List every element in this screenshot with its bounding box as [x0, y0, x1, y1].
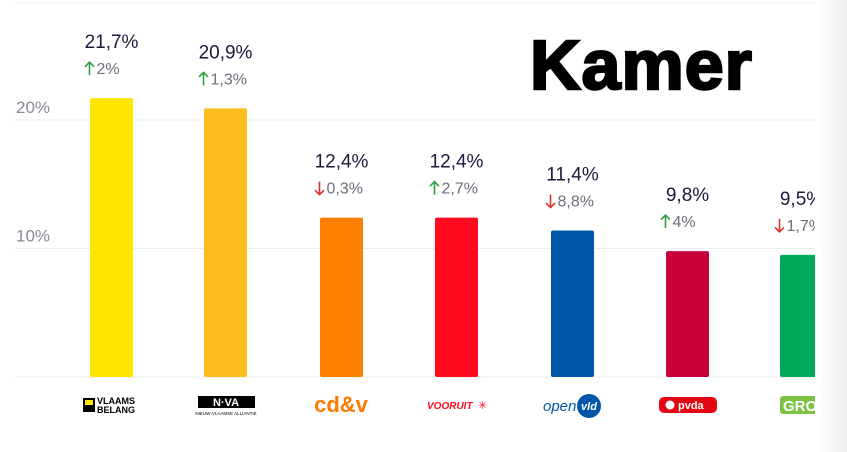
value-label: 9,5% [780, 189, 823, 210]
change-label: 8,8% [545, 194, 594, 211]
change-label: 2% [84, 61, 120, 78]
bar-5 [666, 251, 709, 377]
arrow-up-icon [198, 71, 209, 86]
bar-1 [204, 108, 247, 377]
change-value: 2,7% [442, 181, 478, 198]
logo-text: VLAAMS [97, 396, 135, 406]
logo-open-vld: open vld [543, 394, 601, 418]
y-tick-label: 20% [16, 98, 50, 117]
logo-text: NIEUW-VLAAMSE ALLIANTIE [195, 411, 256, 416]
arrow-down-icon [774, 218, 785, 234]
right-edge-shade [815, 0, 847, 452]
value-label: 21,7% [85, 32, 139, 53]
bar-3 [435, 217, 478, 377]
value-label: 12,4% [430, 152, 484, 173]
change-label: 0,3% [314, 181, 363, 198]
change-value: 1,3% [211, 71, 247, 88]
heart-icon [665, 400, 675, 410]
bar-2 [320, 217, 363, 377]
arrow-up-icon [84, 61, 95, 76]
star-icon: ✳ [478, 399, 487, 412]
arrow-down-icon [314, 181, 325, 196]
logo-nva: N·VA NIEUW-VLAAMSE ALLIANTIE [195, 396, 257, 416]
logo-text: pvda [678, 400, 705, 412]
arrow-down-icon [545, 194, 556, 209]
change-label: 2,7% [429, 180, 478, 198]
bar-4 [551, 230, 594, 377]
value-label: 11,4% [546, 165, 599, 186]
change-value: 8,8% [558, 194, 594, 211]
change-value: 4% [673, 214, 696, 231]
logo-text: N·VA [213, 397, 239, 409]
value-label: 9,8% [666, 185, 709, 206]
value-label: 20,9% [199, 42, 253, 63]
change-value: 1,7% [787, 218, 823, 235]
logo-text: open [543, 398, 576, 415]
value-label: 12,4% [315, 152, 369, 173]
logo-vooruit: VOORUIT ✳ [427, 399, 487, 412]
bar-0 [90, 98, 133, 377]
change-value: 0,3% [327, 181, 363, 198]
chart-title: Kamer [529, 26, 753, 104]
change-label: 1,7% [774, 218, 823, 235]
logo-cdv: cd&v [314, 392, 369, 417]
arrow-up-icon [660, 213, 671, 229]
logo-pvda: pvda [659, 397, 717, 413]
logo-text: vld [581, 401, 597, 413]
logo-text: VOORUIT [427, 401, 473, 412]
arrow-up-icon [429, 180, 440, 195]
bar-6 [780, 254, 823, 377]
logo-text: BELANG [97, 405, 135, 415]
change-label: 4% [660, 213, 696, 231]
change-value: 2% [97, 61, 120, 78]
y-tick-label: 10% [16, 227, 50, 246]
change-label: 1,3% [198, 71, 247, 88]
